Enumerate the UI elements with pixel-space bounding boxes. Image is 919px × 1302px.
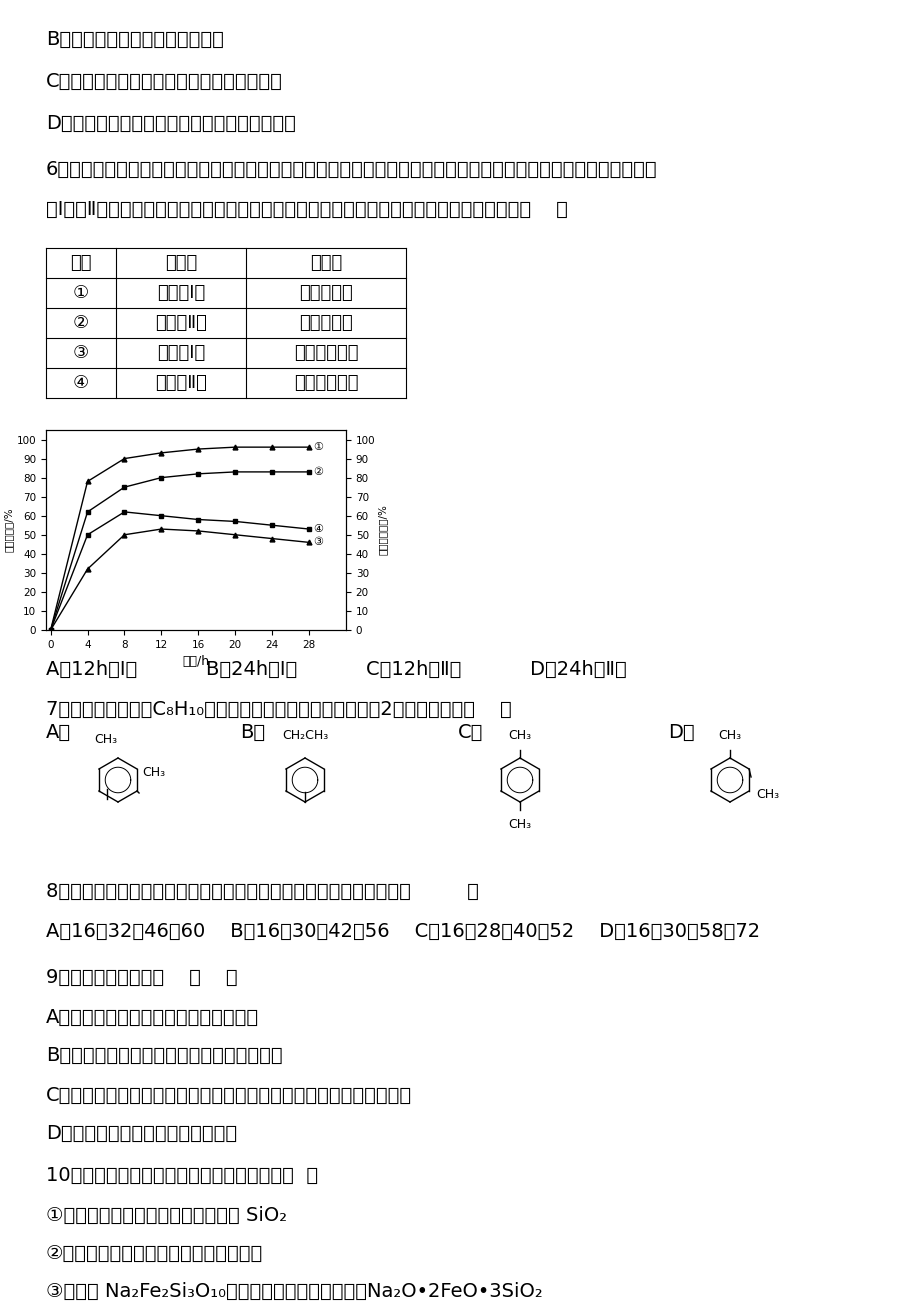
Text: 辛酸转化率: 辛酸转化率 bbox=[299, 314, 353, 332]
Text: CH₃: CH₃ bbox=[508, 818, 531, 831]
Text: B．需要加热方能发生的反应一定是吸热反应: B．需要加热方能发生的反应一定是吸热反应 bbox=[46, 1046, 282, 1065]
Text: CH₃: CH₃ bbox=[508, 729, 531, 742]
Text: ①: ① bbox=[313, 443, 323, 452]
Text: ③: ③ bbox=[73, 344, 89, 362]
Text: ②水玻璃是制备硅胶和木材防火剂的原料: ②水玻璃是制备硅胶和木材防火剂的原料 bbox=[46, 1243, 263, 1263]
Text: 脂肪酶Ⅰ号: 脂肪酶Ⅰ号 bbox=[157, 344, 205, 362]
Text: 甘油二酯含量: 甘油二酯含量 bbox=[293, 374, 357, 392]
Text: 9、下列说法错误的是    （    ）: 9、下列说法错误的是 （ ） bbox=[46, 967, 237, 987]
Text: A．16，32，46，60    B．16，30，42，56    C．16，28，40，52    D．16，30，58，72: A．16，32，46，60 B．16，30，42，56 C．16，28，40，5… bbox=[46, 922, 759, 941]
Text: CH₃: CH₃ bbox=[755, 788, 778, 801]
Text: 脂肪酶Ⅱ号: 脂肪酶Ⅱ号 bbox=[155, 374, 207, 392]
Text: 辛酸转化率: 辛酸转化率 bbox=[299, 284, 353, 302]
Text: 脂肪酶Ⅱ号: 脂肪酶Ⅱ号 bbox=[155, 314, 207, 332]
Text: C．反应是放热还是吸热须看反应物和生成物具有的总能量的相对大小: C．反应是放热还是吸热须看反应物和生成物具有的总能量的相对大小 bbox=[46, 1086, 412, 1105]
Text: CH₂CH₃: CH₂CH₃ bbox=[281, 729, 328, 742]
Text: ①水晶、石英、玛瑙等主要成分都是 SiO₂: ①水晶、石英、玛瑙等主要成分都是 SiO₂ bbox=[46, 1206, 287, 1225]
Text: 8、下列数据是一些有机物的相对分子质量，可能为同系物的一组是（         ）: 8、下列数据是一些有机物的相对分子质量，可能为同系物的一组是（ ） bbox=[46, 881, 479, 901]
Text: （Ⅰ号、Ⅱ号）催化合成甘油二酯的效果如图所示，此实验中催化效果相对最佳的反应条件是（    ）: （Ⅰ号、Ⅱ号）催化合成甘油二酯的效果如图所示，此实验中催化效果相对最佳的反应条件… bbox=[46, 201, 567, 219]
Text: ①: ① bbox=[73, 284, 89, 302]
Text: CH₃: CH₃ bbox=[142, 766, 165, 779]
Y-axis label: 甘油二酯含量/%: 甘油二酯含量/% bbox=[378, 505, 388, 556]
Text: ③: ③ bbox=[313, 538, 323, 547]
Text: D．油脂碱性条件下发生水解反应，又称为皂化: D．油脂碱性条件下发生水解反应，又称为皂化 bbox=[46, 115, 296, 133]
Y-axis label: 辛酸转化率/%: 辛酸转化率/% bbox=[4, 508, 14, 552]
Text: C．: C． bbox=[458, 723, 482, 742]
Text: C．清洗时，油脂在碱性条件下发生水解反应: C．清洗时，油脂在碱性条件下发生水解反应 bbox=[46, 72, 282, 91]
Text: ②: ② bbox=[313, 467, 323, 477]
X-axis label: 时间/h: 时间/h bbox=[182, 655, 210, 668]
Text: 10、下列有关硅及其化合物的叙述错误的是（  ）: 10、下列有关硅及其化合物的叙述错误的是（ ） bbox=[46, 1167, 318, 1185]
Text: A．: A． bbox=[46, 723, 71, 742]
Text: ②: ② bbox=[73, 314, 89, 332]
Text: ④: ④ bbox=[73, 374, 89, 392]
Text: 7、某烃的分子式为C₈H₁₀，该有机物苯环上的一氯代物只有2种，则该烃为（    ）: 7、某烃的分子式为C₈H₁₀，该有机物苯环上的一氯代物只有2种，则该烃为（ ） bbox=[46, 700, 511, 719]
Text: D．吸热反应在一定条件下也能发生: D．吸热反应在一定条件下也能发生 bbox=[46, 1124, 237, 1143]
Text: 曲线: 曲线 bbox=[70, 254, 92, 272]
Text: ④: ④ bbox=[313, 523, 323, 534]
Text: 催化剂: 催化剂 bbox=[165, 254, 197, 272]
Text: ③硅酸盐 Na₂Fe₂Si₃O₁₀用氧化物的形式可表示为：Na₂O•2FeO•3SiO₂: ③硅酸盐 Na₂Fe₂Si₃O₁₀用氧化物的形式可表示为：Na₂O•2FeO•3… bbox=[46, 1282, 542, 1301]
Text: D．: D． bbox=[667, 723, 694, 742]
Text: 6、科研工作者对甘油（丙三醇）和辛酸合成甘油二酯的酶法合成工艺进行了研究。发现其它条件相同时，不同脂肪酶: 6、科研工作者对甘油（丙三醇）和辛酸合成甘油二酯的酶法合成工艺进行了研究。发现其… bbox=[46, 160, 657, 178]
Text: A．12h，Ⅰ号           B．24h，Ⅰ号           C．12h，Ⅱ号           D．24h，Ⅱ号: A．12h，Ⅰ号 B．24h，Ⅰ号 C．12h，Ⅱ号 D．24h，Ⅱ号 bbox=[46, 660, 626, 680]
Text: CH₃: CH₃ bbox=[95, 733, 118, 746]
Text: B．热的烧碱溶液去油渍效果更好: B．热的烧碱溶液去油渍效果更好 bbox=[46, 30, 223, 49]
Text: 脂肪酶Ⅰ号: 脂肪酶Ⅰ号 bbox=[157, 284, 205, 302]
Text: 纵坐标: 纵坐标 bbox=[310, 254, 342, 272]
Text: 甘油二酯含量: 甘油二酯含量 bbox=[293, 344, 357, 362]
Text: A．放热反应在常温下不一定能直接发生: A．放热反应在常温下不一定能直接发生 bbox=[46, 1008, 259, 1027]
Text: CH₃: CH₃ bbox=[718, 729, 741, 742]
Text: B．: B． bbox=[240, 723, 265, 742]
